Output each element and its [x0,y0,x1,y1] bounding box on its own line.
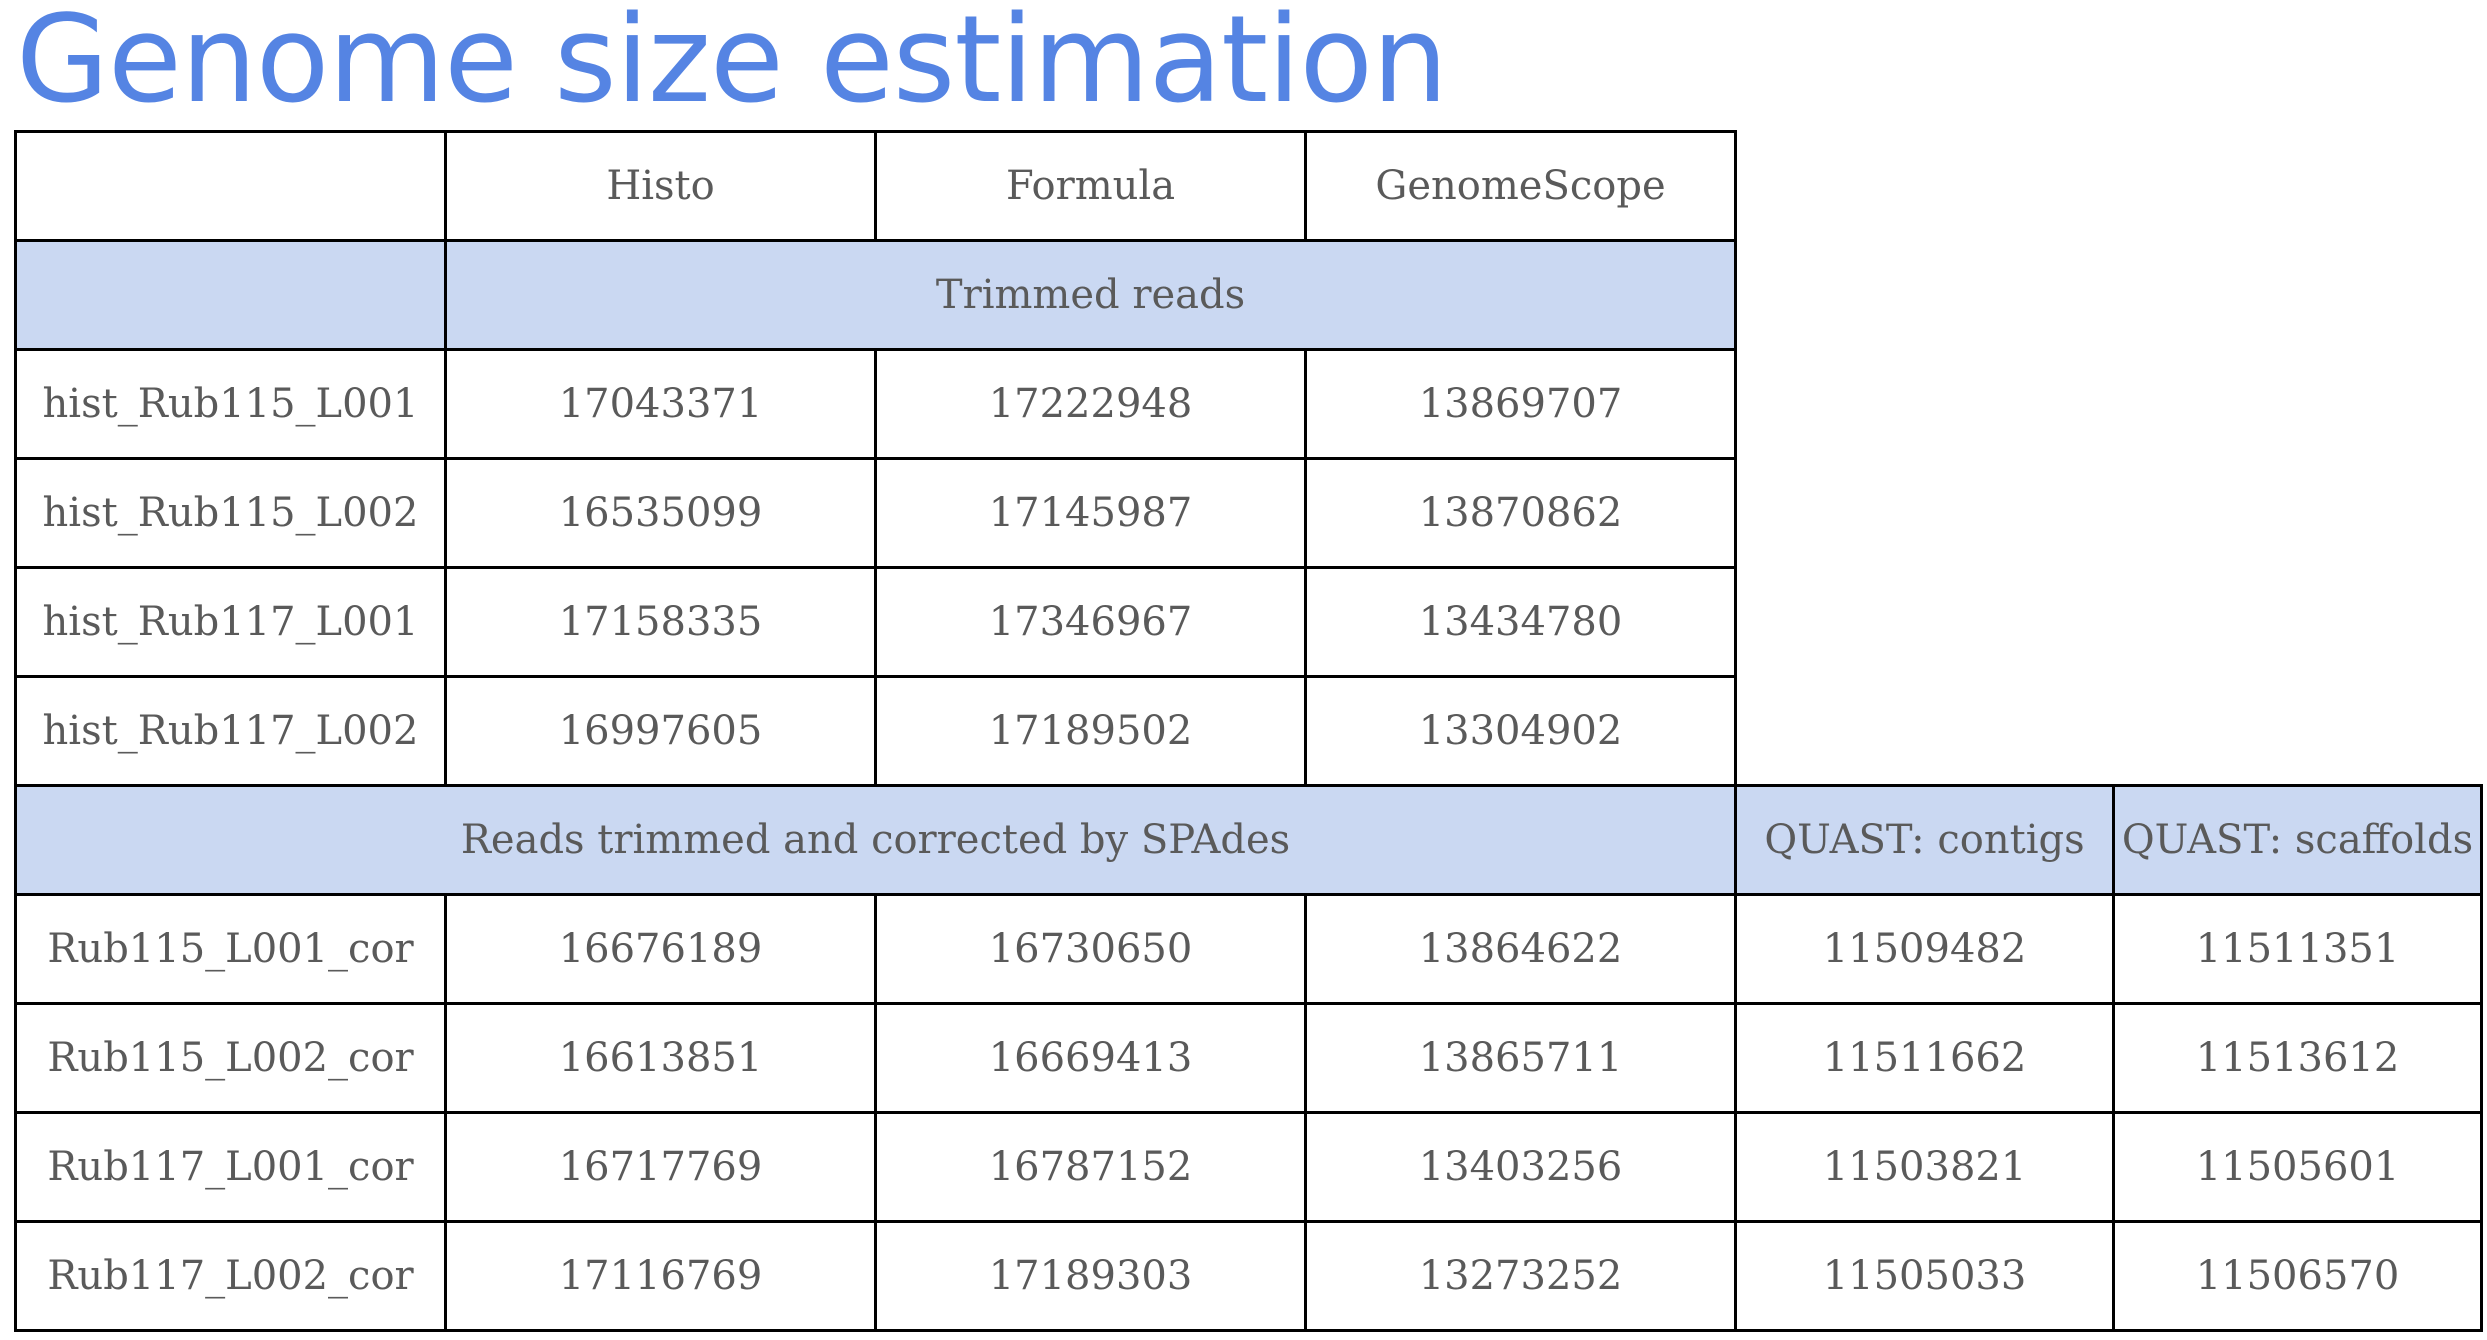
histo-cell: 16613851 [444,1002,877,1114]
section-label-spades-corrected: Reads trimmed and corrected by SPAdes [14,784,1737,896]
column-header-histo: Histo [444,130,877,242]
formula-cell: 16787152 [874,1111,1307,1223]
formula-cell: 16730650 [874,893,1307,1005]
table-row: hist_Rub117_L002 16997605 17189502 13304… [14,675,2482,787]
quast-contigs-cell: 11503821 [1734,1111,2115,1223]
table-row: hist_Rub115_L002 16535099 17145987 13870… [14,457,2482,569]
histo-cell: 17043371 [444,348,877,460]
table-row: hist_Rub115_L001 17043371 17222948 13869… [14,348,2482,460]
quast-contigs-cell: 11505033 [1734,1220,2115,1332]
row-label: hist_Rub117_L001 [14,566,447,678]
quast-scaffolds-cell: 11506570 [2112,1220,2483,1332]
empty-space [1735,567,2482,677]
genomescope-cell: 13865711 [1304,1002,1737,1114]
column-header-genomescope: GenomeScope [1304,130,1737,242]
empty-space [1735,676,2482,786]
header-row: Histo Formula GenomeScope [14,130,2482,242]
genomescope-cell: 13870862 [1304,457,1737,569]
section-row-trimmed: Trimmed reads [14,239,2482,351]
column-header-formula: Formula [874,130,1307,242]
table-row: Rub115_L001_cor 16676189 16730650 138646… [14,893,2483,1005]
formula-cell: 17189502 [874,675,1307,787]
genomescope-cell: 13273252 [1304,1220,1737,1332]
empty-space [1735,240,2482,350]
histo-cell: 16676189 [444,893,877,1005]
page-title: Genome size estimation [16,0,1448,130]
row-label: hist_Rub115_L002 [14,457,447,569]
column-header-quast-contigs: QUAST: contigs [1734,784,2115,896]
formula-cell: 17346967 [874,566,1307,678]
formula-cell: 17145987 [874,457,1307,569]
genomescope-cell: 13434780 [1304,566,1737,678]
histo-cell: 16997605 [444,675,877,787]
histo-cell: 17116769 [444,1220,877,1332]
formula-cell: 16669413 [874,1002,1307,1114]
row-label: Rub115_L001_cor [14,893,447,1005]
section-label-trimmed-reads: Trimmed reads [444,239,1737,351]
row-label: Rub117_L001_cor [14,1111,447,1223]
row-label: Rub115_L002_cor [14,1002,447,1114]
genomescope-cell: 13869707 [1304,348,1737,460]
column-header-quast-scaffolds: QUAST: scaffolds [2112,784,2483,896]
table-row: hist_Rub117_L001 17158335 17346967 13434… [14,566,2482,678]
genomescope-cell: 13864622 [1304,893,1737,1005]
section-row-corrected: Reads trimmed and corrected by SPAdes QU… [14,784,2483,896]
table-row: Rub115_L002_cor 16613851 16669413 138657… [14,1002,2483,1114]
row-label: hist_Rub115_L001 [14,348,447,460]
row-label: Rub117_L002_cor [14,1220,447,1332]
quast-scaffolds-cell: 11513612 [2112,1002,2483,1114]
genomescope-cell: 13403256 [1304,1111,1737,1223]
quast-scaffolds-cell: 11505601 [2112,1111,2483,1223]
histo-cell: 16717769 [444,1111,877,1223]
genome-size-table: Histo Formula GenomeScope Trimmed reads … [14,130,2483,1332]
section-band-spacer [14,239,447,351]
row-label: hist_Rub117_L002 [14,675,447,787]
corner-cell [14,130,447,242]
formula-cell: 17189303 [874,1220,1307,1332]
quast-contigs-cell: 11511662 [1734,1002,2115,1114]
quast-contigs-cell: 11509482 [1734,893,2115,1005]
histo-cell: 17158335 [444,566,877,678]
genomescope-cell: 13304902 [1304,675,1737,787]
quast-scaffolds-cell: 11511351 [2112,893,2483,1005]
empty-space [1735,458,2482,568]
table-row: Rub117_L002_cor 17116769 17189303 132732… [14,1220,2483,1332]
empty-space [1735,349,2482,459]
histo-cell: 16535099 [444,457,877,569]
empty-space [1735,131,2482,241]
formula-cell: 17222948 [874,348,1307,460]
table-row: Rub117_L001_cor 16717769 16787152 134032… [14,1111,2483,1223]
